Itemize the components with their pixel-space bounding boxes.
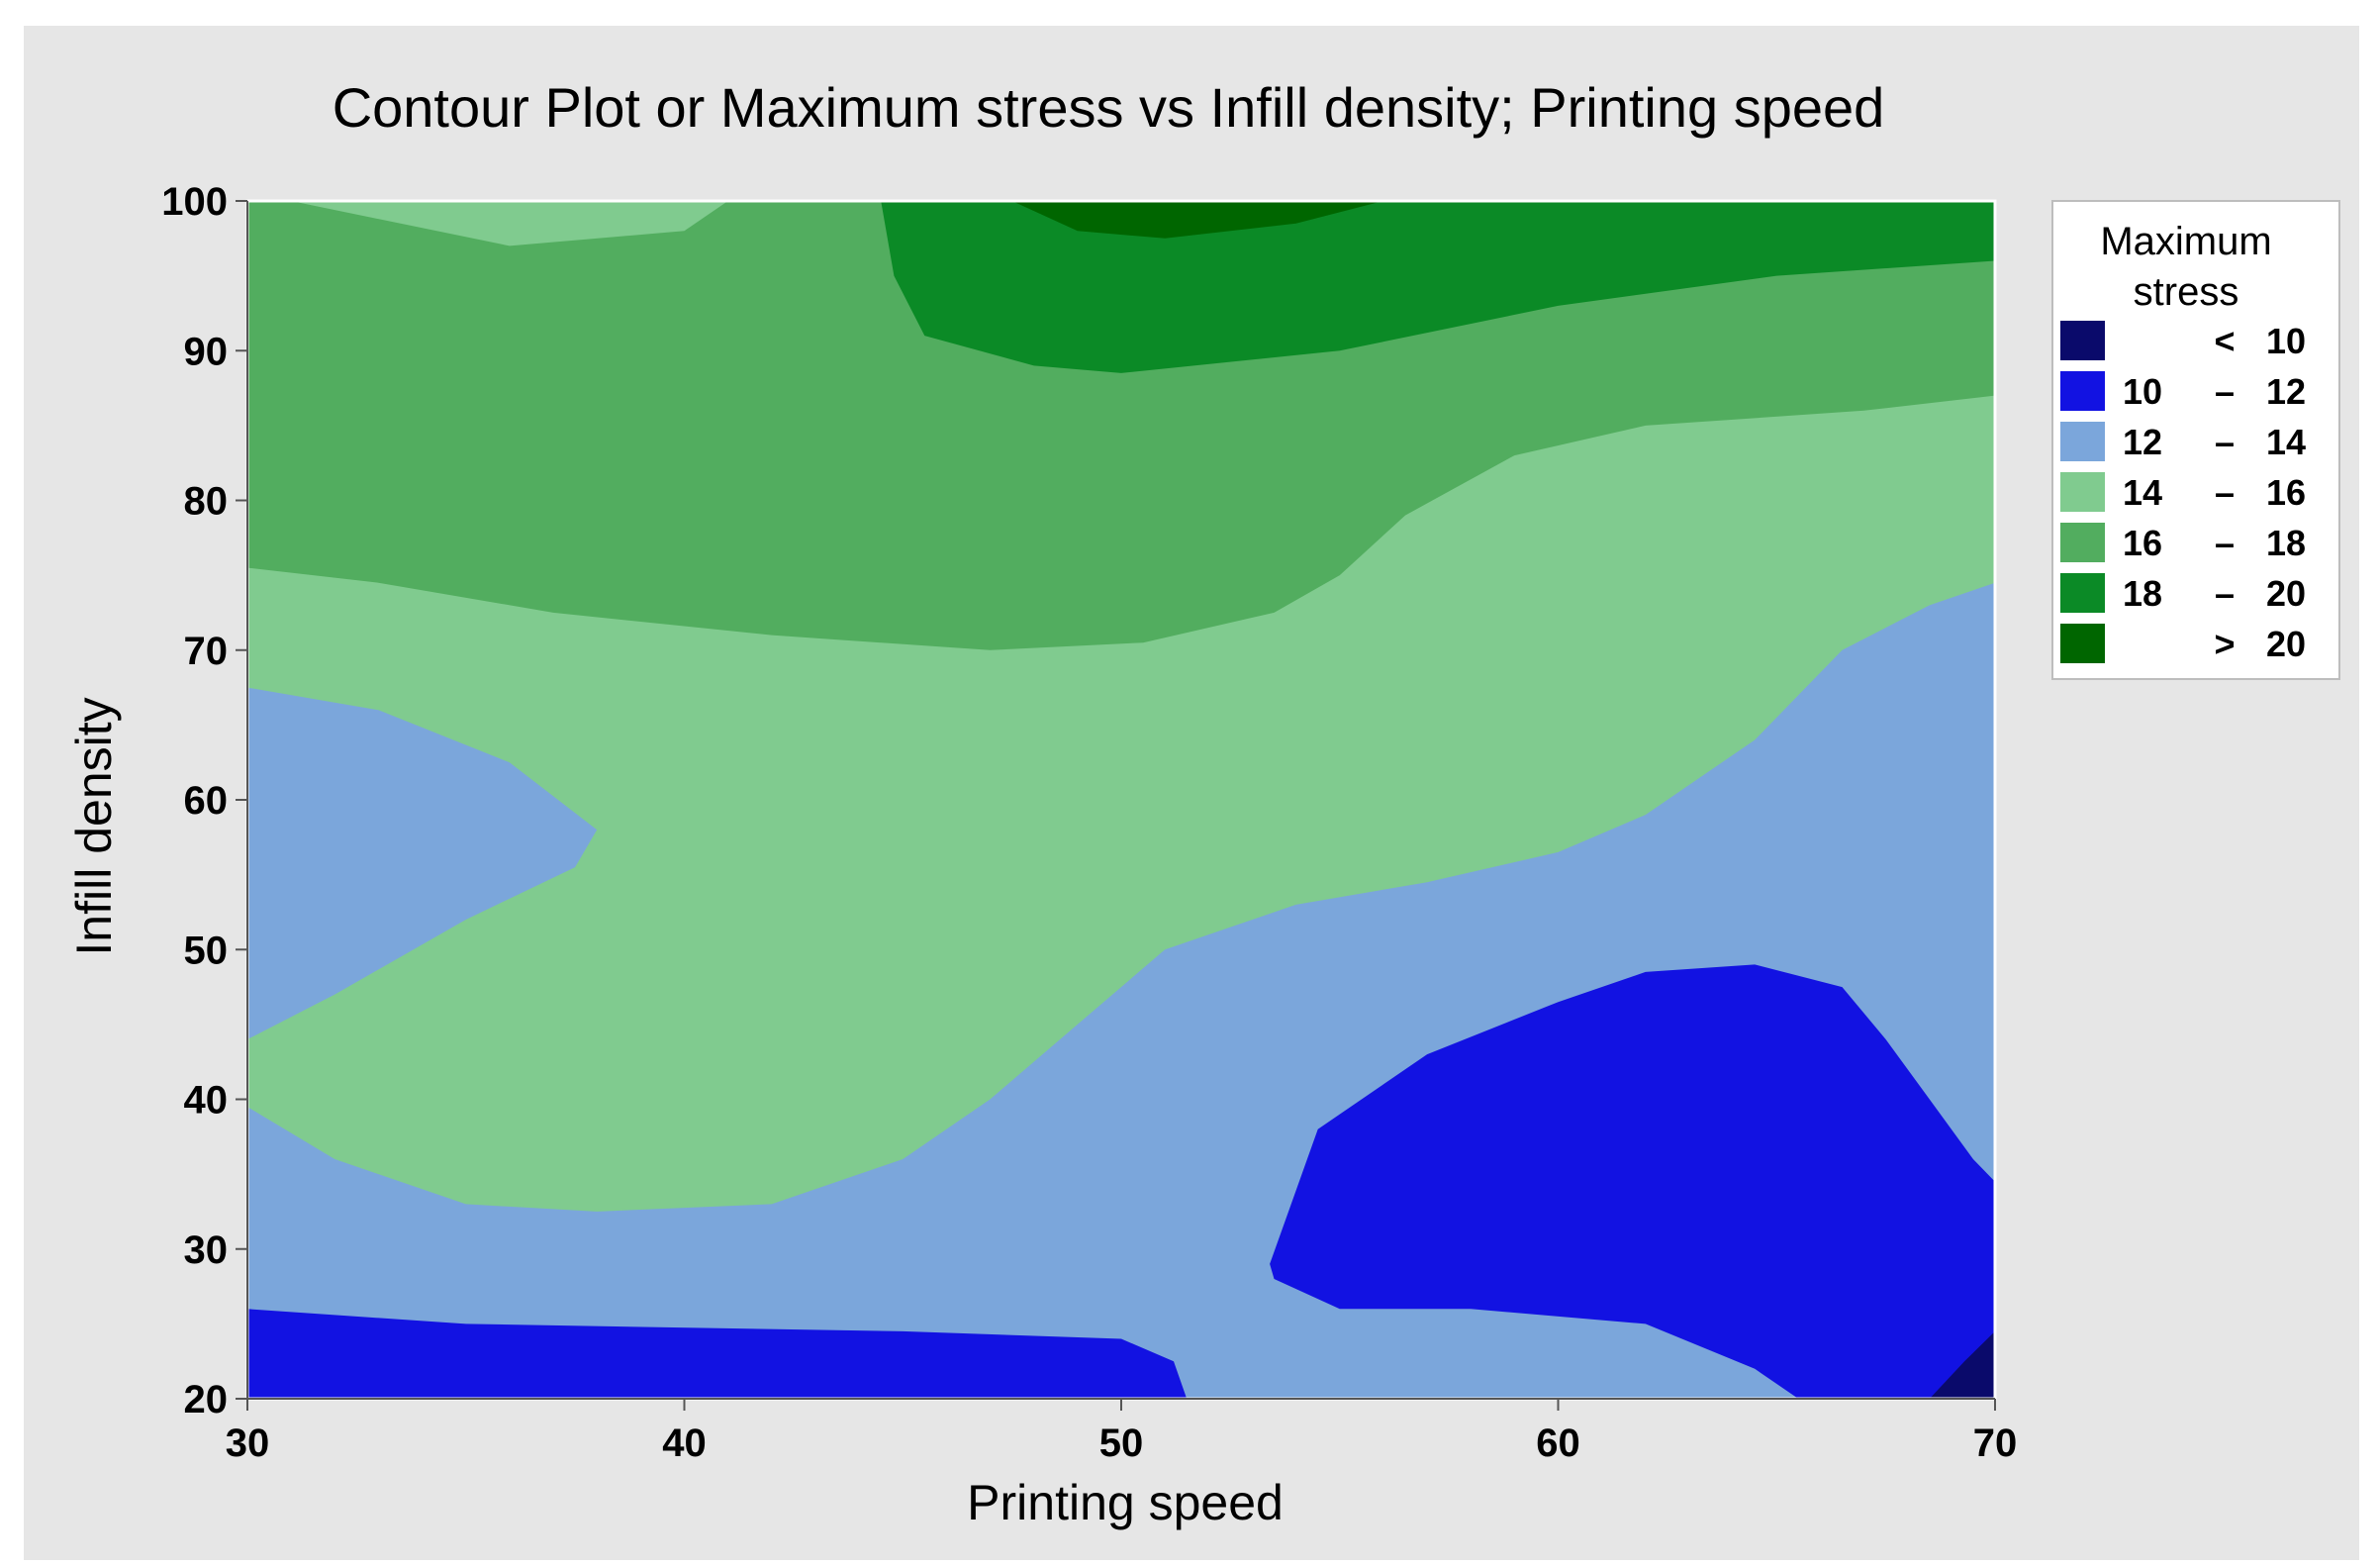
legend-separator: – (2215, 472, 2235, 513)
legend-high-value: 20 (2266, 624, 2306, 664)
y-tick-label: 70 (184, 630, 229, 673)
y-axis: 20 30 40 50 60 70 80 90 100 (161, 180, 248, 1421)
y-tick-label: 50 (184, 929, 229, 972)
contour-region-5 (881, 201, 1996, 373)
legend-low-value: 12 (2123, 422, 2162, 462)
legend-swatch (2060, 321, 2105, 360)
legend-separator: – (2215, 573, 2235, 614)
legend-title-line-1: Maximum (2100, 220, 2271, 263)
y-tick-label: 80 (184, 480, 229, 524)
y-tick-label: 20 (184, 1378, 229, 1421)
legend-swatch (2060, 371, 2105, 411)
y-tick-label: 40 (184, 1079, 229, 1123)
legend: Maximum stress <1010–1212–1414–1616–1818… (2051, 200, 2340, 680)
legend-high-value: 14 (2266, 422, 2306, 462)
y-tick-label: 30 (184, 1228, 229, 1272)
legend-swatch (2060, 472, 2105, 512)
contour-region-8 (1270, 964, 1995, 1399)
x-tick-label: 70 (1973, 1421, 2018, 1465)
legend-low-value: 16 (2123, 523, 2162, 563)
x-tick-label: 40 (662, 1421, 707, 1465)
legend-low-value: 18 (2123, 573, 2162, 614)
legend-high-value: 20 (2266, 573, 2306, 614)
legend-separator: < (2214, 321, 2235, 361)
contour-region-6 (1011, 201, 1383, 239)
legend-high-value: 12 (2266, 371, 2306, 412)
legend-separator: > (2214, 624, 2235, 664)
y-tick-label: 90 (184, 330, 229, 373)
contour-region-7 (247, 1309, 1188, 1399)
y-tick-label: 100 (161, 180, 228, 224)
legend-high-value: 18 (2266, 523, 2306, 563)
legend-swatch (2060, 523, 2105, 562)
plot-area (247, 201, 1996, 1399)
y-axis-label: Infill density (66, 697, 122, 955)
legend-high-value: 10 (2266, 321, 2306, 361)
legend-title-line-2: stress (2134, 270, 2239, 314)
contour-region-3 (247, 201, 1995, 650)
x-tick-label: 30 (226, 1421, 270, 1465)
x-axis: 30 40 50 60 70 (226, 1398, 2018, 1465)
x-tick-label: 50 (1099, 1421, 1144, 1465)
legend-low-value: 14 (2123, 472, 2162, 513)
legend-high-value: 16 (2266, 472, 2306, 513)
contour-region-4 (291, 201, 728, 246)
legend-swatch (2060, 573, 2105, 613)
legend-swatch (2060, 624, 2105, 663)
legend-separator: – (2215, 371, 2235, 412)
y-tick-label: 60 (184, 779, 229, 823)
legend-swatch (2060, 422, 2105, 461)
x-axis-label: Printing speed (967, 1475, 1284, 1530)
contour-region-9 (1929, 1330, 1995, 1399)
legend-low-value: 10 (2123, 371, 2162, 412)
legend-separator: – (2215, 523, 2235, 563)
chart-title: Contour Plot or Maximum stress vs Infill… (333, 76, 1885, 139)
legend-separator: – (2215, 422, 2235, 462)
x-tick-label: 60 (1536, 1421, 1580, 1465)
